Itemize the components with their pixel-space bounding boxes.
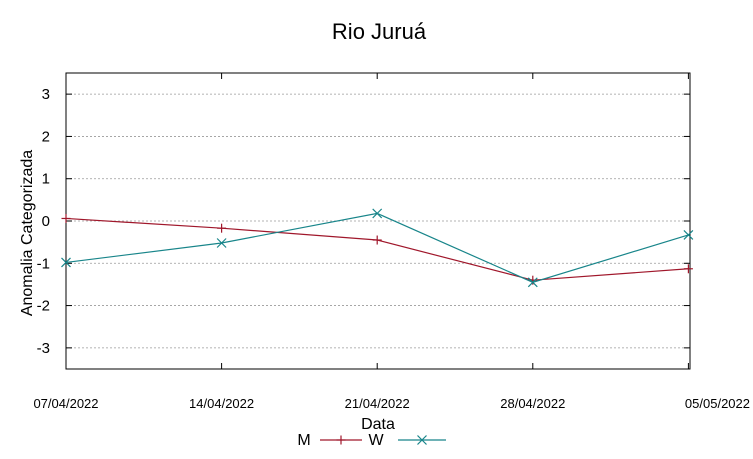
- data-point-w: [527, 277, 538, 288]
- y-tick-label: 3: [42, 86, 50, 103]
- x-tick-label: 21/04/2022: [345, 396, 410, 411]
- chart-title: Rio Juruá: [332, 19, 427, 44]
- series-layer: [61, 208, 694, 288]
- legend-marker-w: [417, 435, 427, 445]
- y-tick-label: 1: [42, 171, 50, 188]
- y-tick-label: -1: [37, 255, 50, 272]
- x-tick-label: 05/05/2022: [685, 396, 750, 411]
- y-tick-label: -2: [37, 298, 50, 315]
- data-point-w: [216, 238, 227, 248]
- series-line-m: [65, 217, 689, 281]
- data-point-w: [61, 257, 71, 268]
- x-tick-label: 28/04/2022: [500, 396, 565, 411]
- y-tick-label: 0: [42, 213, 50, 230]
- legend-label-m: M: [297, 432, 310, 449]
- x-axis-label: Data: [361, 416, 395, 433]
- y-tick-label: 2: [42, 128, 50, 145]
- legend-label-w: W: [368, 432, 384, 449]
- y-tick-label: -3: [37, 340, 50, 357]
- x-axis-ticks: 07/04/2022 14/04/2022 21/04/2022 28/04/2022…: [33, 73, 750, 411]
- x-tick-label: 07/04/2022: [33, 396, 98, 411]
- series-m: [61, 213, 693, 285]
- y-axis-label: Anomalia Categorizada: [19, 150, 36, 316]
- gridlines: [66, 93, 690, 349]
- series-w: [61, 208, 694, 288]
- data-point-w: [683, 230, 694, 240]
- data-point-w: [372, 208, 383, 219]
- y-axis-ticks: 3 2 1 0 -1 -2 -3: [37, 86, 690, 357]
- x-tick-label: 14/04/2022: [189, 396, 254, 411]
